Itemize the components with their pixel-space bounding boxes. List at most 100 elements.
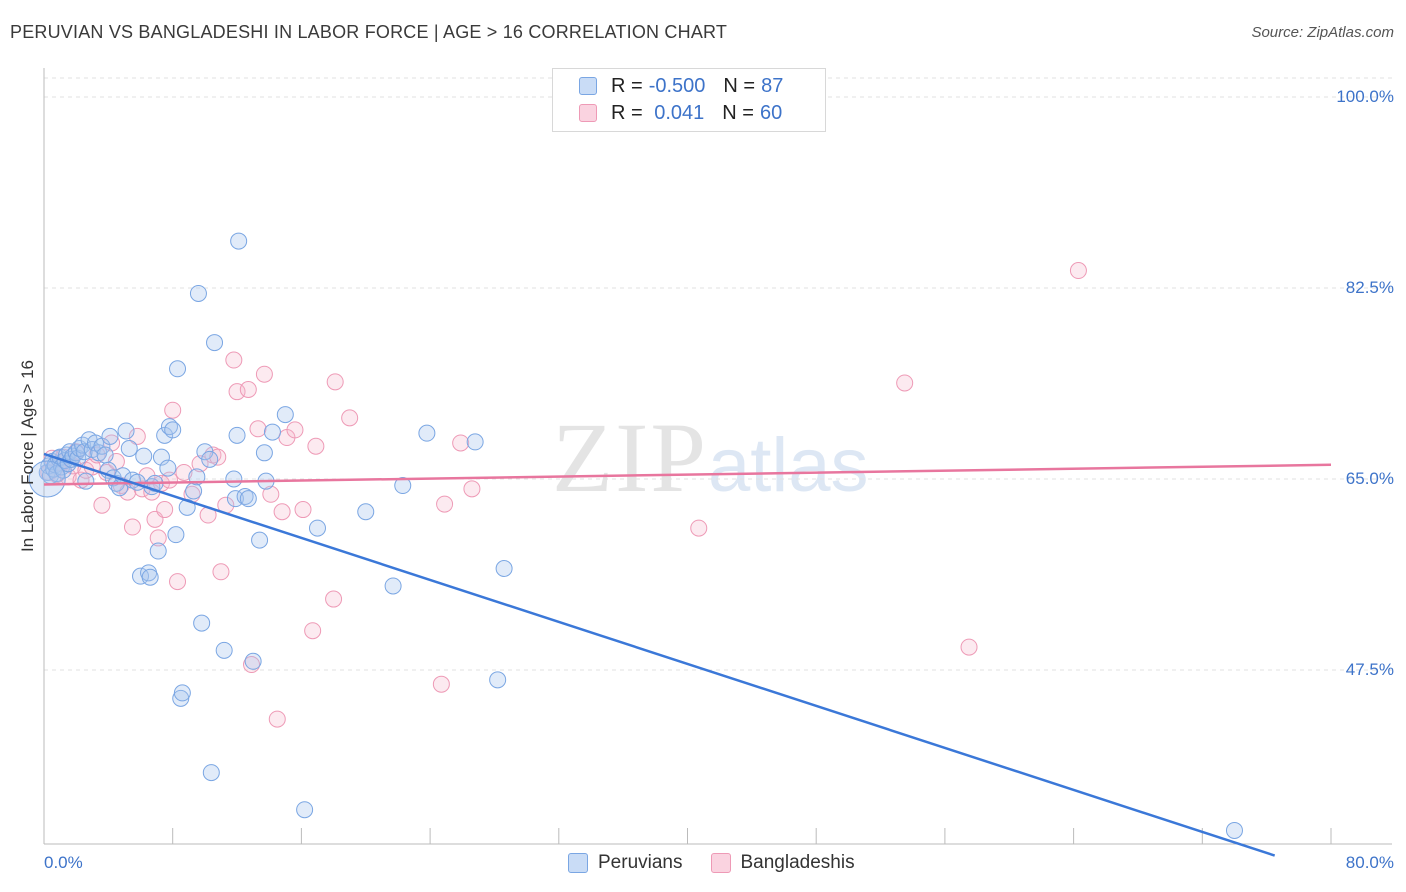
peruvian-point bbox=[394, 477, 412, 495]
legend-row-bangladeshis: R = 0.041 N = 60 bbox=[579, 100, 782, 126]
chart-title: PERUVIAN VS BANGLADESHI IN LABOR FORCE |… bbox=[10, 22, 728, 42]
grid-lines bbox=[44, 77, 1392, 671]
peruvian-point bbox=[96, 446, 114, 464]
y-axis-label: In Labor Force | Age > 16 bbox=[18, 359, 37, 553]
bangladeshi-point bbox=[432, 675, 450, 693]
peruvian-point bbox=[225, 470, 243, 488]
bangladeshi-point bbox=[268, 710, 286, 728]
bangladeshi-trend-line bbox=[43, 463, 1332, 486]
peruvian-point bbox=[276, 406, 294, 424]
bangladeshi-point bbox=[175, 463, 193, 481]
x-tick-label-min: 0.0% bbox=[44, 853, 83, 872]
y-tick-label: 47.5% bbox=[1345, 660, 1394, 679]
peruvian-point bbox=[244, 652, 262, 670]
bangladeshi-point bbox=[896, 374, 914, 392]
legend-r-label: R = bbox=[611, 101, 643, 124]
bangladeshi-point bbox=[149, 529, 167, 547]
peruvian-point bbox=[384, 577, 402, 595]
peruvian-point bbox=[228, 426, 246, 444]
legend-r-value: 0.041 bbox=[648, 101, 705, 124]
peruvian-point bbox=[149, 542, 167, 560]
peruvian-point bbox=[135, 447, 153, 465]
bangladeshi-point bbox=[249, 420, 267, 438]
bangladeshi-point bbox=[325, 590, 343, 608]
legend-n-label: N = bbox=[723, 74, 756, 97]
series-legend: Peruvians Bangladeshis bbox=[568, 852, 883, 874]
peruvian-point bbox=[117, 422, 135, 440]
peruvian-point bbox=[357, 503, 375, 521]
peruvian-point bbox=[489, 671, 507, 689]
bangladeshi-point bbox=[169, 573, 187, 591]
bangladeshi-point bbox=[164, 401, 182, 419]
legend-label-bangladeshis: Bangladeshis bbox=[740, 852, 855, 873]
y-tick-label: 82.5% bbox=[1345, 278, 1394, 297]
legend-swatch-peruvians bbox=[579, 77, 597, 95]
peruvian-point bbox=[239, 490, 257, 508]
bangladeshi-point bbox=[307, 437, 325, 455]
bangladeshi-point bbox=[225, 351, 243, 369]
peruvian-point bbox=[215, 641, 233, 659]
bangladeshi-point bbox=[255, 365, 273, 383]
peruvian-point bbox=[185, 482, 203, 500]
legend-swatch-bangladeshis bbox=[579, 104, 597, 122]
peruvian-point bbox=[308, 519, 326, 537]
bangladeshi-point bbox=[690, 519, 708, 537]
trend-lines bbox=[43, 452, 1332, 857]
bangladeshi-point bbox=[239, 381, 257, 399]
watermark: ZIPatlas bbox=[552, 400, 869, 515]
bangladeshi-point bbox=[156, 501, 174, 519]
peruvian-point bbox=[202, 764, 220, 782]
peruvian-point bbox=[263, 423, 281, 441]
bangladeshi-point bbox=[341, 409, 359, 427]
peruvian-point bbox=[418, 424, 436, 442]
x-tick-label-max: 80.0% bbox=[1345, 853, 1394, 872]
peruvian-point bbox=[173, 684, 191, 702]
peruvian-point bbox=[251, 531, 269, 549]
legend-swatch-bangladeshis bbox=[710, 853, 731, 873]
legend-item-peruvians[interactable]: Peruvians bbox=[568, 852, 683, 874]
bangladeshi-point bbox=[262, 485, 280, 503]
bangladeshi-point bbox=[452, 434, 470, 452]
peruvian-point bbox=[152, 448, 170, 466]
correlation-legend: R = -0.500 N = 87 R = 0.041 N = 60 bbox=[552, 68, 826, 132]
peruvian-point bbox=[255, 444, 273, 462]
peruvian-point bbox=[77, 472, 95, 490]
data-points bbox=[28, 232, 1243, 839]
peruvian-point bbox=[1225, 821, 1243, 839]
bangladeshi-point bbox=[294, 501, 312, 519]
peruvian-point bbox=[189, 284, 207, 302]
legend-n-value: 60 bbox=[759, 101, 783, 124]
legend-n-value: 87 bbox=[761, 74, 784, 97]
peruvian-point bbox=[160, 418, 178, 436]
bangladeshi-point bbox=[436, 495, 454, 513]
peruvian-point bbox=[206, 334, 224, 352]
bangladeshi-point bbox=[212, 563, 230, 581]
bangladeshi-point bbox=[463, 480, 481, 498]
peruvian-point bbox=[70, 439, 88, 457]
bangladeshi-point bbox=[304, 622, 322, 640]
bangladeshi-point bbox=[93, 496, 111, 514]
legend-r-label: R = bbox=[611, 74, 643, 97]
bangladeshi-point bbox=[286, 421, 304, 439]
peruvian-trend-line bbox=[43, 452, 1276, 857]
peruvian-point bbox=[466, 433, 484, 451]
bangladeshi-point bbox=[1069, 262, 1087, 280]
watermark-atlas: atlas bbox=[708, 423, 869, 508]
legend-swatch-peruvians bbox=[568, 853, 588, 873]
peruvian-point bbox=[120, 439, 138, 457]
legend-n-label: N = bbox=[722, 101, 754, 124]
peruvian-point bbox=[230, 232, 248, 250]
y-tick-label: 65.0% bbox=[1345, 469, 1394, 488]
bangladeshi-point bbox=[326, 373, 344, 391]
peruvian-point bbox=[28, 460, 66, 498]
peruvian-point bbox=[495, 559, 513, 577]
y-tick-label: 100.0% bbox=[1336, 87, 1394, 106]
watermark-zip: ZIP bbox=[552, 402, 708, 513]
bangladeshi-point bbox=[228, 383, 246, 401]
legend-r-value: -0.500 bbox=[648, 74, 706, 97]
peruvian-point bbox=[236, 487, 254, 505]
peruvian-point bbox=[201, 450, 219, 468]
peruvian-point bbox=[159, 459, 177, 477]
legend-item-bangladeshis[interactable]: Bangladeshis bbox=[710, 852, 855, 874]
